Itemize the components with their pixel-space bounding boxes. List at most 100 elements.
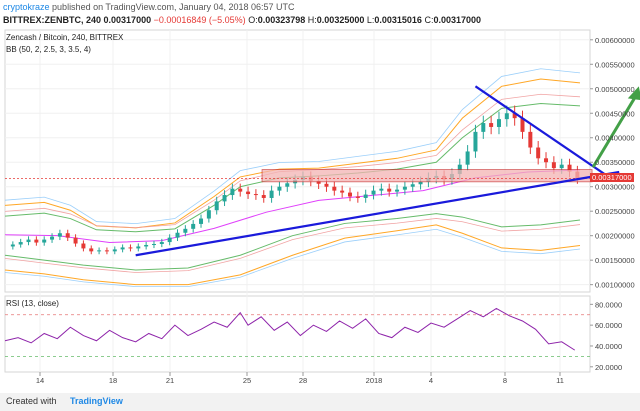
chart-header: cryptokraze published on TradingView.com… [0,0,640,30]
candle-body [120,247,125,250]
candle-body [199,218,204,224]
main-panel-title: Zencash / Bitcoin, 240, BITTREX [6,33,124,42]
support-zone-box [261,169,593,183]
bb-lower-outer-companion-line [4,228,581,288]
candle-body [504,113,509,120]
chart-canvas[interactable]: 0.00600000 0.00550000 0.00500000 0.00450000… [0,0,640,393]
candle-body [175,232,180,238]
rsi-tick-label: 60.0000 [595,321,622,330]
candle-body [395,189,400,192]
candle-body [57,233,62,237]
candle-body [481,123,486,132]
price-tick-label: 0.00150000 [595,256,635,265]
candle-body [222,195,227,202]
last-price: 0.00317000 [103,15,152,25]
candle-body [230,188,235,196]
created-with-text: Created with [6,396,57,406]
candle-body [512,113,517,119]
candle-body [183,228,188,233]
bb-lower-inner-line [4,213,581,271]
candle-body [34,239,39,243]
rsi-tick-label: 40.0000 [595,342,622,351]
price-tick-label: 0.00300000 [595,183,635,192]
candle-body [42,239,47,243]
main-pane-frame [4,29,591,293]
candle-body [238,188,243,192]
candle-body [379,188,384,191]
time-tick-label: 28 [299,376,307,385]
rsi-pane-frame [4,295,591,373]
symbol-line: BITTREX:ZENBTC, 240 0.00317000 −0.000168… [3,15,481,25]
candle-body [371,190,376,195]
candle-body [97,250,102,252]
candle-body [418,181,423,185]
price-tick-label: 0.00350000 [595,158,635,167]
price-tick-label: 0.00200000 [595,232,635,241]
candle-body [316,180,321,184]
published-text: published on TradingView.com, January 04… [52,2,295,12]
footer: Created with TradingView [0,393,640,411]
author-link[interactable]: cryptokraze [3,2,50,12]
candle-body [536,147,541,159]
candle-body [65,233,70,238]
candle-body [489,123,494,127]
rsi-panel-title: RSI (13, close) [6,299,59,308]
candle-body [81,243,86,249]
support-trendline [135,170,620,257]
candle-body [261,195,266,198]
candle-body [544,158,549,163]
candle-body [348,192,352,197]
time-tick-label: 8 [503,376,507,385]
price-tick-label: 0.00100000 [595,281,635,290]
candle-body [410,184,415,187]
time-tick-label: 4 [429,376,433,385]
candle-body [159,242,164,245]
candle-body [277,186,282,191]
candle-body [214,201,219,211]
candle-body [206,210,211,219]
candle-body [26,239,31,243]
candle-body [332,186,337,191]
candle-body [528,131,533,148]
time-tick-label: 14 [36,376,44,385]
bb-indicator-label: BB (50, 2, 2.5, 3, 3.5, 4) [6,45,91,54]
candle-body [402,186,407,190]
candle-body [473,131,478,152]
candle-body [559,164,564,169]
resistance-trendline [474,85,610,178]
time-tick-label: 25 [243,376,251,385]
price-tick-label: 0.00400000 [595,134,635,143]
symbol-label: BITTREX:ZENBTC, 240 [3,15,102,25]
candle-body [136,246,141,249]
ohlc-high: H:0.00325000 [307,15,365,25]
candle-body [151,244,156,246]
ohlc-low: L:0.00315016 [366,15,422,25]
candle-body [567,164,572,172]
time-tick-label: 21 [166,376,174,385]
rsi-tick-label: 80.0000 [595,300,622,309]
bb-upper-outer-line [4,78,581,229]
time-tick-label: 11 [556,376,564,385]
candle-body [340,190,345,193]
rsi-panel: 80.0000 60.0000 40.0000 20.0000 [4,300,622,372]
price-tick-label: 0.00450000 [595,109,635,118]
candle-body [465,151,470,165]
candle-body [285,183,290,187]
rsi-tick-label: 20.0000 [595,363,622,372]
bullish-arrow-head [627,86,640,101]
tradingview-logo-text[interactable]: TradingView [70,396,123,406]
candle-body [387,188,392,192]
candle-body [363,194,368,198]
rsi-line [4,307,576,351]
candle-body [551,162,556,169]
candle-body [112,249,117,252]
ohlc-open: O:0.00323798 [248,15,306,25]
candle-body [355,196,360,198]
candle-body [73,237,78,244]
candle-body [144,244,149,247]
time-axis: 14 18 21 25 28 2018 4 8 11 [36,372,564,385]
candle-body [324,183,329,187]
price-axis: 0.00600000 0.00550000 0.00500000 0.00450000… [590,36,635,290]
candle-body [89,248,94,252]
price-tick-label: 0.00500000 [595,85,635,94]
